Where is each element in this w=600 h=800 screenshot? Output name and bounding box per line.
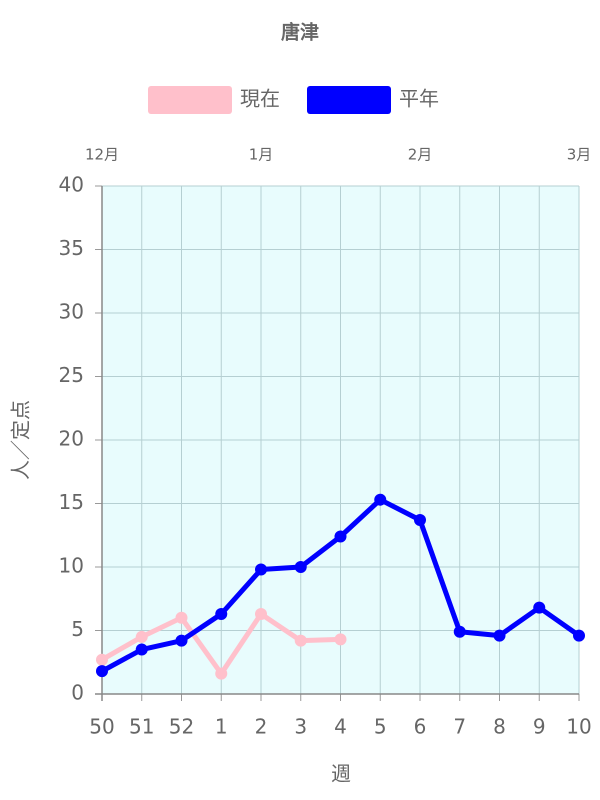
data-point bbox=[255, 563, 267, 576]
data-point bbox=[414, 514, 426, 527]
data-point bbox=[255, 607, 267, 620]
x2-tick-label: 12月 bbox=[85, 146, 119, 164]
data-point bbox=[215, 607, 228, 620]
x-tick-label: 50 bbox=[89, 715, 114, 739]
x-tick-label: 51 bbox=[129, 715, 154, 739]
y-tick-label: 30 bbox=[59, 300, 84, 324]
y-tick-label: 20 bbox=[59, 427, 84, 451]
y-tick-label: 35 bbox=[59, 236, 84, 260]
x-tick-label: 10 bbox=[566, 715, 591, 739]
x-tick-label: 5 bbox=[374, 715, 387, 739]
legend-label: 現在 bbox=[240, 87, 280, 111]
x-tick-label: 1 bbox=[215, 715, 228, 739]
data-point bbox=[374, 493, 387, 506]
data-point bbox=[453, 625, 466, 638]
y-tick-label: 10 bbox=[59, 554, 84, 578]
x-tick-label: 9 bbox=[533, 715, 546, 739]
data-point bbox=[96, 665, 108, 678]
x-tick-label: 8 bbox=[493, 715, 506, 739]
data-point bbox=[334, 633, 347, 646]
data-point bbox=[573, 629, 585, 642]
legend-label: 平年 bbox=[399, 87, 439, 111]
data-point bbox=[334, 530, 347, 543]
y-tick-label: 0 bbox=[71, 681, 84, 705]
data-point bbox=[294, 561, 307, 573]
legend-swatch bbox=[307, 86, 391, 114]
x-tick-label: 3 bbox=[294, 715, 307, 739]
data-point bbox=[294, 634, 307, 647]
data-point bbox=[493, 629, 506, 642]
chart-title: 唐津 bbox=[281, 21, 319, 44]
data-point bbox=[533, 601, 546, 614]
x2-tick-label: 2月 bbox=[408, 146, 433, 164]
x-tick-label: 7 bbox=[453, 715, 466, 739]
y-tick-label: 25 bbox=[59, 363, 84, 387]
data-point bbox=[135, 630, 148, 643]
data-point bbox=[175, 634, 188, 647]
x-tick-label: 6 bbox=[414, 715, 427, 739]
y-axis-label: 人／定点 bbox=[9, 400, 33, 480]
x2-tick-label: 1月 bbox=[249, 146, 274, 164]
x2-tick-label: 3月 bbox=[567, 146, 592, 164]
legend-swatch bbox=[148, 86, 232, 114]
y-tick-label: 15 bbox=[59, 490, 84, 514]
x-axis-label: 週 bbox=[331, 762, 351, 786]
data-point bbox=[135, 643, 148, 656]
y-tick-label: 5 bbox=[71, 617, 84, 641]
x-tick-label: 4 bbox=[334, 715, 347, 739]
data-point bbox=[175, 611, 188, 624]
data-point bbox=[96, 653, 108, 666]
data-point bbox=[215, 667, 228, 680]
y-tick-label: 40 bbox=[59, 173, 84, 197]
x-tick-label: 52 bbox=[169, 715, 194, 739]
x-tick-label: 2 bbox=[255, 715, 268, 739]
